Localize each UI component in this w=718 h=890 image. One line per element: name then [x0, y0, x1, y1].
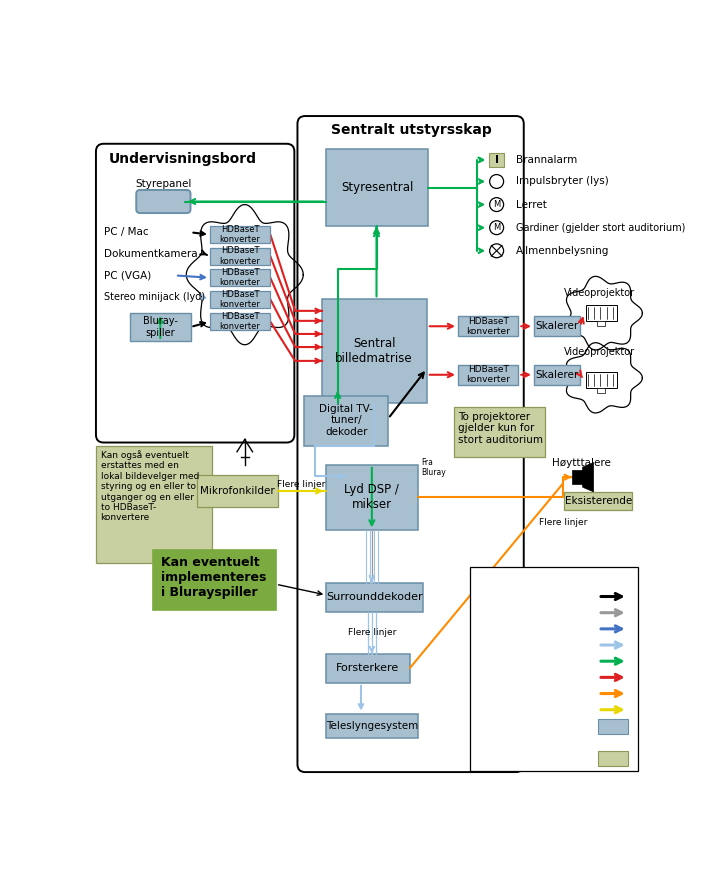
FancyBboxPatch shape: [597, 388, 605, 393]
Text: Balansert lyd: Balansert lyd: [521, 705, 595, 715]
Text: Impulsbryter (lys): Impulsbryter (lys): [516, 176, 609, 187]
FancyBboxPatch shape: [210, 226, 270, 243]
Text: HDBaseT
konverter: HDBaseT konverter: [466, 317, 510, 336]
Text: Allmennbelysning: Allmennbelysning: [516, 246, 610, 255]
Text: Flere linjer: Flere linjer: [348, 628, 396, 637]
Text: HDMI: HDMI: [564, 592, 595, 602]
Text: HDBaseT
konverter: HDBaseT konverter: [220, 289, 261, 309]
Text: Lerret: Lerret: [516, 199, 547, 209]
FancyBboxPatch shape: [598, 719, 628, 733]
Text: Mikrofonkilder: Mikrofonkilder: [200, 486, 274, 496]
FancyBboxPatch shape: [533, 365, 580, 384]
FancyBboxPatch shape: [326, 583, 423, 612]
Text: Stereo minijack (lyd): Stereo minijack (lyd): [103, 292, 205, 302]
FancyBboxPatch shape: [597, 321, 605, 327]
FancyBboxPatch shape: [326, 714, 418, 738]
FancyBboxPatch shape: [586, 305, 617, 321]
Text: Styresignal: Styresignal: [532, 656, 595, 667]
Text: HDBaseT
konverter: HDBaseT konverter: [220, 312, 261, 331]
Text: HDBaseT
konverter: HDBaseT konverter: [220, 247, 261, 266]
FancyBboxPatch shape: [197, 475, 278, 507]
FancyBboxPatch shape: [572, 470, 582, 484]
Text: HDBaseT
konverter: HDBaseT konverter: [220, 225, 261, 245]
FancyBboxPatch shape: [96, 446, 213, 562]
Text: Digital lyd: Digital lyd: [538, 608, 595, 618]
FancyBboxPatch shape: [130, 313, 190, 341]
FancyBboxPatch shape: [598, 751, 628, 766]
Polygon shape: [582, 463, 594, 492]
Text: HDBaseT
konverter: HDBaseT konverter: [220, 268, 261, 287]
Text: Kan også eventuelt
erstattes med en
lokal bildevelger med
styring og en eller to: Kan også eventuelt erstattes med en loka…: [101, 450, 199, 522]
FancyBboxPatch shape: [533, 316, 580, 336]
FancyBboxPatch shape: [210, 247, 270, 264]
Text: HDBaseT
konverter: HDBaseT konverter: [466, 365, 510, 384]
Text: Skalerer: Skalerer: [536, 321, 579, 331]
Text: Sentral
billedmatrise: Sentral billedmatrise: [335, 337, 413, 365]
Text: Kan eventuelt
implementeres
i Blurayspiller: Kan eventuelt implementeres i Blurayspil…: [161, 556, 266, 600]
FancyBboxPatch shape: [564, 492, 633, 510]
Text: Nytt utstyr: Nytt utstyr: [534, 722, 595, 732]
FancyBboxPatch shape: [136, 190, 190, 213]
FancyBboxPatch shape: [458, 316, 518, 336]
Text: Analogt bilde: Analogt bilde: [521, 624, 595, 634]
Text: PC (VGA): PC (VGA): [103, 271, 151, 280]
Text: Fra
Bluray: Fra Bluray: [421, 458, 446, 477]
Text: Høyttalersignal: Høyttalersignal: [509, 689, 595, 699]
FancyBboxPatch shape: [586, 372, 617, 388]
Text: M: M: [493, 200, 500, 209]
Text: Brannalarm: Brannalarm: [516, 155, 577, 165]
Text: Eksisterende utstyr: Eksisterende utstyr: [486, 754, 595, 764]
FancyBboxPatch shape: [458, 365, 518, 384]
Text: Høytttalere: Høytttalere: [552, 457, 611, 467]
Text: Skalerer: Skalerer: [536, 369, 579, 380]
Text: Dokumentkamera: Dokumentkamera: [103, 249, 197, 259]
Text: Bluray-
spiller: Bluray- spiller: [143, 316, 178, 338]
Text: Flere linjer: Flere linjer: [539, 518, 587, 527]
Text: To projektorer
gjelder kun for
stort auditorium: To projektorer gjelder kun for stort aud…: [458, 412, 543, 445]
FancyBboxPatch shape: [470, 567, 638, 772]
Text: FORKLARING: FORKLARING: [508, 572, 600, 586]
Text: Forsterkere: Forsterkere: [336, 663, 400, 673]
FancyBboxPatch shape: [210, 270, 270, 287]
Text: M: M: [493, 223, 500, 232]
FancyBboxPatch shape: [210, 291, 270, 308]
Text: Styresentral: Styresentral: [341, 182, 414, 194]
FancyBboxPatch shape: [326, 150, 429, 226]
FancyBboxPatch shape: [489, 153, 504, 166]
Text: Surrounddekoder: Surrounddekoder: [326, 592, 422, 603]
FancyBboxPatch shape: [154, 550, 276, 611]
Text: HDBaseT: HDBaseT: [544, 672, 595, 683]
Text: Flere linjer: Flere linjer: [277, 480, 325, 489]
Text: Lyd DSP /
mikser: Lyd DSP / mikser: [345, 483, 399, 511]
Text: I: I: [495, 155, 498, 165]
FancyBboxPatch shape: [210, 313, 270, 330]
Text: Undervisningsbord: Undervisningsbord: [108, 152, 257, 166]
FancyBboxPatch shape: [326, 465, 418, 530]
FancyBboxPatch shape: [96, 144, 294, 442]
Text: Styrepanel: Styrepanel: [135, 179, 192, 189]
Text: Stereo analog lyd: Stereo analog lyd: [496, 640, 595, 650]
FancyBboxPatch shape: [304, 395, 388, 446]
Text: Videoprojektor: Videoprojektor: [564, 347, 635, 357]
FancyBboxPatch shape: [326, 653, 410, 683]
Text: Teleslyngesystem: Teleslyngesystem: [326, 721, 418, 731]
Text: Digital TV-
tuner/
dekoder: Digital TV- tuner/ dekoder: [320, 403, 373, 437]
Text: Eksisterende: Eksisterende: [564, 496, 632, 506]
FancyBboxPatch shape: [454, 407, 546, 457]
Text: PC / Mac: PC / Mac: [103, 227, 149, 238]
Text: Gardiner (gjelder stort auditorium): Gardiner (gjelder stort auditorium): [516, 222, 686, 232]
Text: Videoprojektor: Videoprojektor: [564, 288, 635, 298]
FancyBboxPatch shape: [297, 116, 523, 773]
FancyBboxPatch shape: [322, 299, 427, 403]
Text: Sentralt utstyrsskap: Sentralt utstyrsskap: [331, 123, 492, 137]
